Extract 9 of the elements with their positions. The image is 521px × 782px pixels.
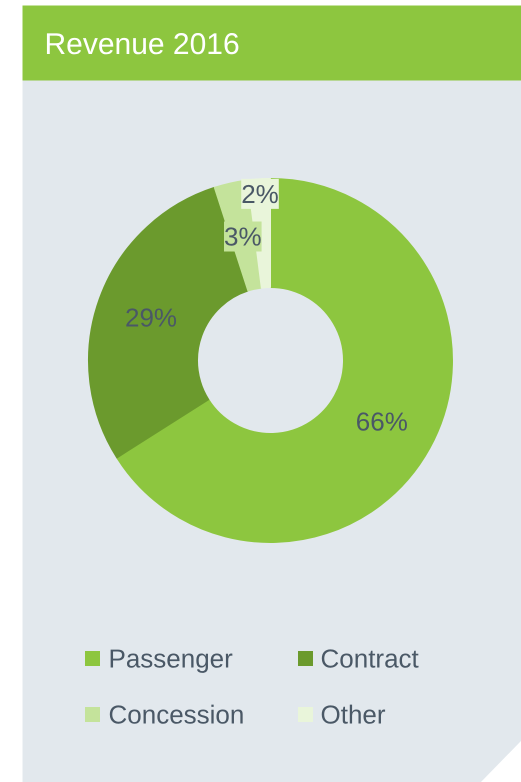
legend-label: Passenger: [108, 644, 234, 674]
legend-label: Other: [320, 700, 386, 730]
legend-label: Concession: [108, 700, 244, 730]
chart-title: Revenue 2016: [44, 28, 240, 61]
data-label: 2%: [241, 178, 279, 209]
data-label: 29%: [124, 302, 178, 332]
data-label: 66%: [356, 406, 408, 437]
legend-label: Contract: [320, 644, 420, 674]
data-label: 3%: [224, 222, 262, 252]
